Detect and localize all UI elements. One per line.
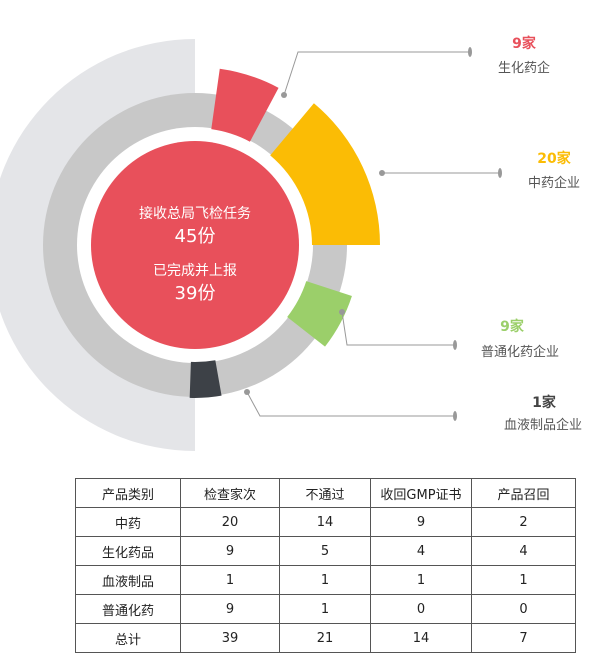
table-cell: 7: [471, 623, 576, 653]
leader-end-cap: [498, 168, 502, 178]
table-cell: 9: [180, 594, 280, 624]
segment-xueye: [189, 360, 222, 399]
leader-dot: [244, 389, 250, 395]
leader-end-cap: [453, 411, 457, 421]
column-header: 产品类别: [75, 478, 181, 508]
table-row: 总计 39 21 14 7: [75, 623, 576, 653]
table-cell: 1: [370, 565, 472, 595]
leader-putong: [341, 311, 455, 346]
table-cell: 1: [279, 594, 371, 624]
center-circle: [91, 141, 299, 349]
column-header: 产品召回: [471, 478, 576, 508]
table-cell: 血液制品: [75, 565, 181, 595]
category-label-putong: 普通化药企业: [481, 344, 559, 360]
center-line-1: 接收总局飞检任务: [139, 205, 251, 222]
donut-chart: 接收总局飞检任务 45份 已完成并上报 39份 9家 生化药企 20家 中药企业…: [0, 35, 582, 451]
table-row: 普通化药 9 1 0 0: [75, 594, 576, 624]
leader-end-cap: [453, 340, 457, 350]
table-cell: 2: [471, 507, 576, 537]
leader-xueye: [246, 391, 455, 417]
category-label-zhongyao: 中药企业: [528, 175, 580, 191]
summary-table-container: 产品类别 检查家次 不通过 收回GMP证书 产品召回 中药 20 14 9 2 生化药品 9…: [75, 478, 576, 653]
count-label-putong: 9家: [500, 318, 525, 335]
summary-table: 产品类别 检查家次 不通过 收回GMP证书 产品召回 中药 20 14 9 2 生化药品 9…: [75, 478, 576, 653]
table-cell: 14: [370, 623, 472, 653]
table-cell: 9: [180, 536, 280, 566]
table-cell: 0: [370, 594, 472, 624]
center-line-3: 已完成并上报: [153, 263, 237, 279]
table-cell: 总计: [75, 623, 181, 653]
category-label-xueye: 血液制品企业: [504, 417, 582, 433]
leader-shenghua: [283, 51, 470, 96]
table-cell: 9: [370, 507, 472, 537]
leader-dot: [379, 170, 385, 176]
leader-dot: [339, 309, 345, 315]
column-header: 检查家次: [180, 478, 280, 508]
count-label-shenghua: 9家: [512, 35, 537, 52]
table-cell: 普通化药: [75, 594, 181, 624]
center-line-2: 45份: [175, 226, 216, 247]
count-label-zhongyao: 20家: [537, 150, 571, 167]
table-row: 中药 20 14 9 2: [75, 507, 576, 537]
table-cell: 4: [471, 536, 576, 566]
table-cell: 1: [180, 565, 280, 595]
table-cell: 20: [180, 507, 280, 537]
table-cell: 4: [370, 536, 472, 566]
leader-dot: [281, 92, 287, 98]
table-cell: 1: [279, 565, 371, 595]
segment-putong: [287, 281, 352, 347]
leader-end-cap: [468, 47, 472, 57]
table-cell: 0: [471, 594, 576, 624]
count-label-xueye: 1家: [532, 394, 557, 411]
category-label-shenghua: 生化药企: [498, 60, 550, 76]
table-row: 生化药品 9 5 4 4: [75, 536, 576, 566]
table-cell: 中药: [75, 507, 181, 537]
table-header-row: 产品类别 检查家次 不通过 收回GMP证书 产品召回: [75, 478, 576, 508]
table-cell: 39: [180, 623, 280, 653]
segment-shenghua: [211, 68, 279, 142]
column-header: 不通过: [279, 478, 371, 508]
table-cell: 21: [279, 623, 371, 653]
column-header: 收回GMP证书: [370, 478, 472, 508]
table-cell: 5: [279, 536, 371, 566]
center-line-4: 39份: [175, 283, 216, 304]
segment-zhongyao: [270, 103, 380, 246]
table-cell: 1: [471, 565, 576, 595]
table-cell: 生化药品: [75, 536, 181, 566]
table-row: 血液制品 1 1 1 1: [75, 565, 576, 595]
table-cell: 14: [279, 507, 371, 537]
